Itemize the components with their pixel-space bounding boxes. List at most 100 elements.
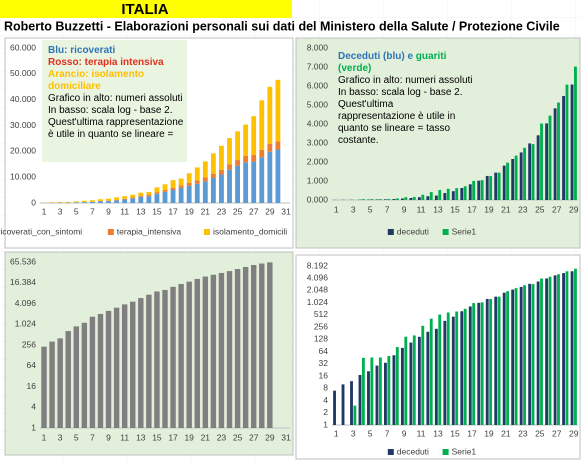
legend-label: deceduti — [397, 226, 429, 236]
bar — [350, 381, 353, 425]
bar — [480, 302, 484, 425]
bar-segment — [130, 198, 136, 203]
annotation: costante. — [338, 135, 379, 146]
bar-segment — [235, 131, 240, 161]
bar-segment — [90, 200, 95, 202]
y-tick-label: 1 — [323, 419, 328, 429]
x-tick-label: 5 — [74, 432, 79, 442]
bar — [73, 326, 79, 428]
y-tick-label: 0 — [31, 197, 36, 207]
y-tick-label: 1 — [31, 422, 36, 432]
x-tick-label: 7 — [90, 432, 95, 442]
bar — [489, 176, 493, 200]
bar-segment — [65, 201, 71, 203]
bar-segment — [219, 174, 224, 203]
bar — [494, 172, 498, 200]
bar — [553, 275, 557, 425]
bar — [186, 281, 192, 428]
bar — [514, 288, 518, 425]
bar-segment — [178, 178, 184, 186]
bar — [528, 283, 532, 425]
bar — [353, 405, 357, 425]
bar — [455, 311, 459, 425]
annotation-run: Rosso: terapia intensiva — [48, 57, 164, 68]
bar-segment — [90, 201, 95, 203]
bar-segment — [114, 200, 120, 203]
bar — [540, 123, 543, 200]
bar-segment — [162, 191, 168, 203]
bar-segment — [138, 192, 144, 196]
chart: 0.000 1.000 2.000 3.000 4.000 5.000 6.000 7.000… — [295, 37, 581, 249]
bar — [562, 95, 566, 200]
x-tick-label: 25 — [535, 204, 545, 214]
bar — [417, 197, 421, 200]
bar — [412, 196, 416, 200]
bar — [421, 194, 425, 200]
annotation: è utile in quanto se lineare = — [48, 129, 174, 140]
bar — [370, 357, 374, 425]
bar-segment — [235, 160, 240, 166]
annotation-run: è utile in quanto se lineare = — [48, 129, 174, 140]
y-tick-label: 65.536 — [10, 256, 36, 266]
y-tick-label: 128 — [314, 334, 328, 344]
bar — [417, 336, 421, 425]
annotation: (verde) — [338, 63, 371, 74]
annotation-run: Grafico in alto: numeri assoluti — [338, 75, 473, 86]
bar-segment — [106, 198, 111, 201]
bar-segment — [275, 79, 281, 142]
bar — [162, 289, 168, 428]
x-tick-label: 15 — [450, 428, 460, 438]
bar-segment — [98, 201, 103, 203]
bar — [451, 316, 455, 425]
bar — [412, 335, 416, 425]
bar — [242, 266, 249, 428]
x-tick-label: 15 — [152, 206, 162, 216]
bar-segment — [122, 196, 128, 199]
bar — [531, 284, 535, 425]
x-tick-label: 11 — [417, 428, 426, 438]
bar — [251, 265, 257, 428]
annotation-run: Blu: ricoverati — [48, 45, 115, 56]
bar — [392, 199, 396, 200]
bar-segment — [251, 161, 257, 203]
y-tick-label: 40.000 — [10, 94, 36, 104]
bar — [333, 390, 336, 425]
annotation: Grafico in alto: numeri assoluti — [48, 93, 183, 104]
bar-segment — [178, 185, 184, 188]
bar — [218, 272, 225, 428]
x-tick-label: 29 — [265, 432, 275, 442]
bar — [468, 184, 472, 200]
bar — [234, 269, 241, 428]
bar — [395, 198, 399, 200]
bar-segment — [130, 197, 136, 199]
bar-segment — [194, 167, 200, 181]
y-tick-label: 32 — [319, 358, 329, 368]
annotation-run: (verde) — [338, 63, 371, 74]
bar — [553, 108, 557, 200]
x-tick-label: 11 — [417, 204, 426, 214]
x-tick-label: 1 — [334, 204, 339, 214]
bar — [395, 347, 399, 425]
y-tick-label: 1.024 — [15, 319, 37, 329]
bar — [497, 172, 501, 200]
y-tick-label: 0.000 — [307, 194, 329, 204]
bar-segment — [235, 165, 240, 203]
annotation-run: Quest'ultima — [338, 99, 394, 110]
bar — [511, 158, 515, 200]
y-tick-label: 8.192 — [307, 260, 329, 270]
bar — [146, 294, 152, 428]
annotation-run: Deceduti (blu) e — [338, 51, 416, 62]
bar — [502, 165, 506, 200]
x-tick-label: 11 — [120, 206, 129, 216]
bar-segment — [202, 161, 208, 178]
x-tick-label: 9 — [402, 204, 407, 214]
x-tick-label: 31 — [281, 432, 291, 442]
bar-segment — [227, 169, 232, 203]
y-tick-label: 64 — [27, 360, 37, 370]
bar — [194, 278, 200, 428]
bar-segment — [243, 155, 249, 163]
annotation-run: costante. — [338, 135, 379, 146]
